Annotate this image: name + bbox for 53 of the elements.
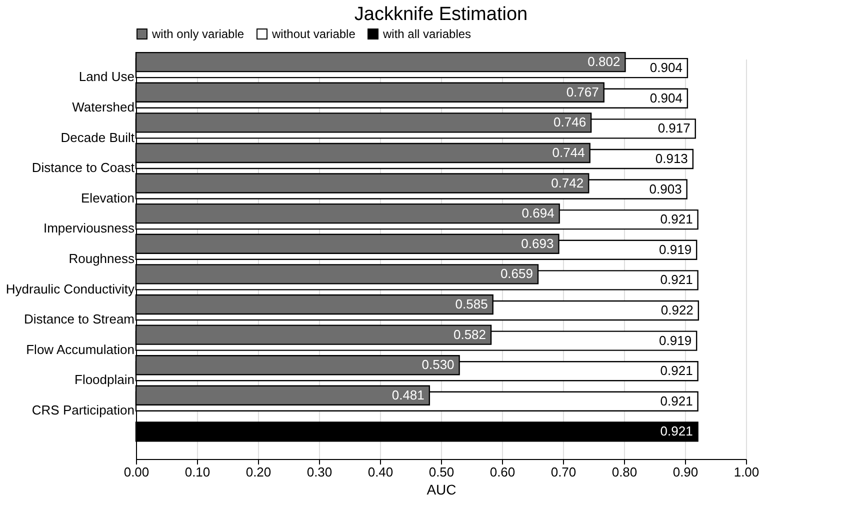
data-label: 0.693 xyxy=(521,236,554,251)
data-label: 0.922 xyxy=(660,302,694,318)
x-tick-label: 0.20 xyxy=(246,464,272,480)
data-label: 0.582 xyxy=(453,326,486,342)
data-label: 0.919 xyxy=(659,332,692,348)
x-tick-label: 1.00 xyxy=(734,464,760,480)
data-label: 0.530 xyxy=(422,357,454,372)
y-tick-label: Decade Built xyxy=(60,130,135,145)
y-tick-label: CRS Participation xyxy=(32,402,134,418)
x-tick-label: 0.10 xyxy=(184,464,210,480)
data-label: 0.746 xyxy=(554,114,586,130)
data-label: 0.904 xyxy=(650,60,682,76)
legend-label: with only variable xyxy=(151,27,244,41)
y-tick-label: Imperviousness xyxy=(43,220,135,236)
data-label: 0.481 xyxy=(392,387,424,402)
data-label: 0.744 xyxy=(552,144,585,160)
x-tick-label: 0.50 xyxy=(428,464,454,480)
y-tick-label: Distance to Stream xyxy=(24,312,134,327)
x-tick-label: 0.80 xyxy=(612,464,638,480)
y-tick-label: Watershed xyxy=(72,99,134,114)
data-label: 0.921 xyxy=(660,424,693,439)
data-label: 0.904 xyxy=(650,90,682,106)
x-tick-label: 0.90 xyxy=(672,464,698,480)
y-tick-label: Flow Accumulation xyxy=(26,342,134,357)
data-label: 0.917 xyxy=(658,120,690,136)
data-label: 0.903 xyxy=(649,181,682,196)
x-tick-label: 0.60 xyxy=(490,464,516,480)
chart-title: Jackknife Estimation xyxy=(354,4,528,25)
data-label: 0.742 xyxy=(551,175,584,190)
y-tick-label: Elevation xyxy=(81,190,134,206)
y-tick-label: Land Use xyxy=(78,69,134,84)
data-label: 0.767 xyxy=(566,84,599,100)
x-axis-title: AUC xyxy=(426,482,456,498)
data-label: 0.802 xyxy=(588,54,620,70)
data-label: 0.659 xyxy=(500,266,533,282)
data-label: 0.919 xyxy=(659,242,692,257)
data-label: 0.694 xyxy=(522,206,554,221)
legend-label: with all variables xyxy=(382,27,472,41)
x-tick-label: 0.70 xyxy=(550,464,576,480)
y-tick-label: Hydraulic Conductivity xyxy=(6,281,135,296)
data-label: 0.921 xyxy=(660,272,693,288)
data-label: 0.921 xyxy=(660,212,693,227)
data-label: 0.921 xyxy=(660,393,693,408)
data-label: 0.585 xyxy=(455,296,488,312)
legend-label: without variable xyxy=(271,27,356,41)
data-label: 0.913 xyxy=(655,150,688,166)
x-tick-label: 0.00 xyxy=(124,464,150,480)
y-tick-label: Distance to Coast xyxy=(32,160,135,176)
y-tick-label: Roughness xyxy=(68,251,135,266)
data-label: 0.921 xyxy=(660,363,693,378)
x-tick-label: 0.40 xyxy=(368,464,394,480)
y-tick-label: Floodplain xyxy=(74,372,134,388)
x-tick-label: 0.30 xyxy=(306,464,332,480)
